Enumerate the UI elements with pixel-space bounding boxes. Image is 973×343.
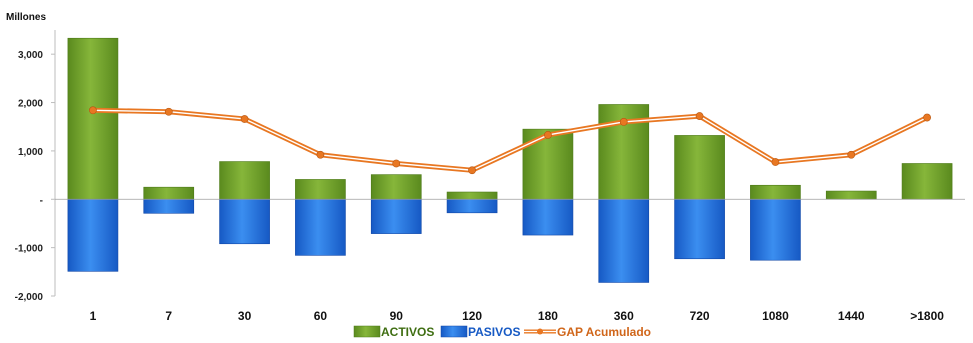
- bar-activos: [219, 161, 270, 200]
- gap-point: [619, 117, 628, 126]
- legend-label-pasivos: PASIVOS: [468, 325, 520, 339]
- gap-point: [544, 131, 552, 139]
- bar-pasivos: [598, 198, 650, 283]
- legend-label-activos: ACTIVOS: [381, 325, 434, 339]
- bar-pasivos: [446, 198, 498, 214]
- x-tick-label: 360: [614, 309, 634, 323]
- y-tick-label: 1,000: [18, 147, 43, 158]
- y-tick-label: -: [40, 195, 43, 206]
- bar-pasivos: [219, 198, 270, 245]
- x-tick-label: 7: [165, 309, 172, 323]
- gap-line-path: [92, 107, 929, 173]
- x-tick-label: 60: [314, 309, 328, 323]
- gap-point: [468, 166, 476, 175]
- y-tick-label: -2,000: [15, 292, 44, 303]
- bar-activos: [370, 174, 422, 200]
- legend-marker-gap: [537, 328, 543, 335]
- bar-pasivos: [674, 198, 725, 260]
- x-tick-label: 1: [90, 309, 97, 323]
- x-tick-label: 30: [238, 309, 252, 323]
- x-tick-label: 90: [390, 309, 404, 323]
- x-tick-label: 1440: [838, 309, 865, 323]
- bar-activos: [295, 179, 346, 200]
- gap-point: [316, 150, 325, 159]
- bar-activos: [901, 163, 953, 200]
- bar-activos: [750, 184, 801, 200]
- gap-line-highlight: [92, 109, 928, 171]
- gap-line: [89, 106, 931, 175]
- x-tick-label: 120: [462, 309, 482, 323]
- unit-label: Millones: [6, 12, 46, 23]
- x-tick-label: 1080: [762, 309, 789, 323]
- gap-point: [923, 113, 931, 122]
- x-tick-label: 180: [538, 309, 558, 323]
- y-tick-label: 3,000: [18, 50, 43, 61]
- bars: [55, 37, 965, 283]
- x-tick-label: >1800: [910, 309, 944, 323]
- bar-activos: [143, 186, 195, 200]
- bar-activos: [674, 135, 725, 200]
- gap-point: [847, 150, 856, 159]
- bar-pasivos: [143, 198, 195, 214]
- bar-activos: [446, 191, 498, 200]
- legend-swatch-activos: [353, 325, 381, 338]
- y-tick-label: 2,000: [18, 99, 43, 110]
- gap-point: [164, 107, 173, 116]
- bar-activos: [825, 190, 877, 200]
- gap-point: [771, 158, 780, 166]
- legend-swatch-pasivos: [440, 325, 468, 338]
- bar-pasivos: [750, 198, 801, 261]
- legend: ACTIVOS PASIVOS GAP Acumulado: [353, 325, 651, 339]
- gap-point: [392, 159, 401, 168]
- x-axis: 1 7 30 60 90 120 180 360 720 1080 1440 >1800: [90, 309, 945, 323]
- y-tick-label: -1,000: [15, 244, 44, 255]
- x-tick-label: 720: [690, 309, 710, 323]
- gap-point: [695, 112, 704, 120]
- bar-activos: [522, 128, 574, 200]
- bar-pasivos: [295, 198, 346, 256]
- gap-point: [89, 106, 97, 115]
- bar-pasivos: [370, 198, 422, 234]
- bar-activos: [67, 37, 119, 200]
- bar-pasivos: [522, 198, 574, 236]
- legend-label-gap: GAP Acumulado: [557, 325, 651, 339]
- gap-point: [240, 115, 249, 123]
- bar-pasivos: [67, 198, 119, 272]
